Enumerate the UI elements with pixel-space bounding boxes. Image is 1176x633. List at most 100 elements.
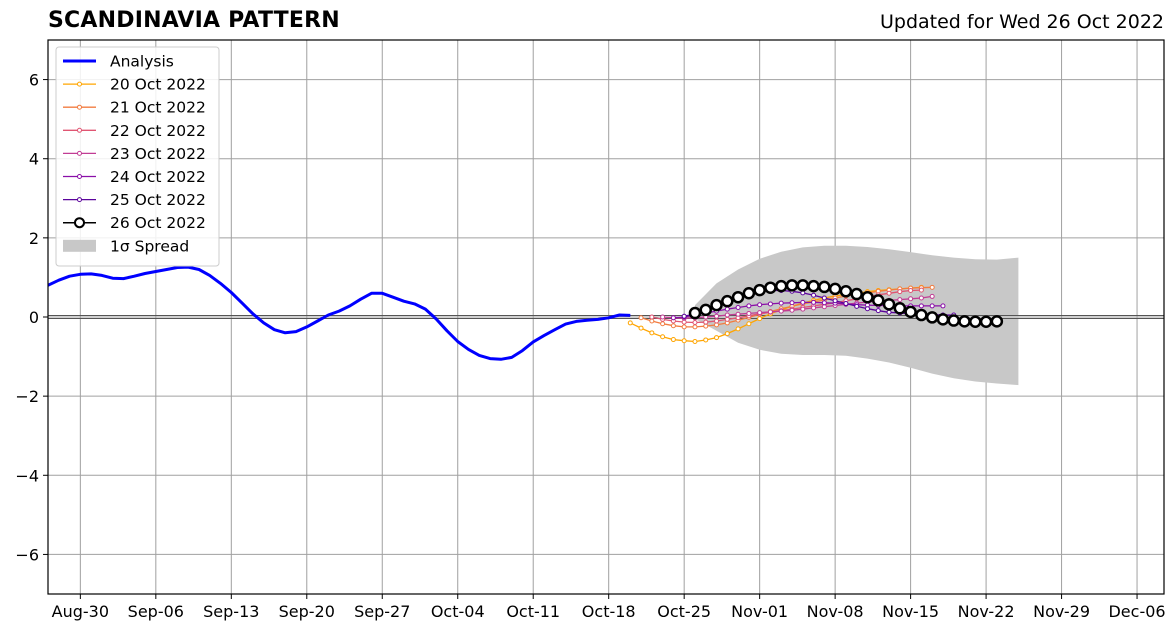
x-tick-label: Oct-25 [657,602,711,621]
y-tick-label: 0 [29,308,39,327]
data-point [703,323,709,329]
data-point [789,300,795,306]
data-point [714,318,720,324]
legend-label: 21 Oct 2022 [110,99,206,117]
y-tick-label: −2 [15,387,39,406]
data-point [785,279,799,292]
data-point [774,279,788,293]
data-point [807,279,820,293]
legend-label: 26 Oct 2022 [110,214,206,232]
data-point [753,283,766,297]
legend-marker [74,217,85,229]
data-point [897,289,903,295]
data-point [692,339,698,345]
data-point [958,315,971,328]
legend-entry: 23 Oct 2022 [63,145,206,163]
legend-label: Analysis [110,53,174,71]
data-point [796,279,810,292]
data-point [767,301,773,307]
x-tick-label: Sep-06 [128,602,184,621]
x-tick-label: Nov-22 [958,602,1015,621]
data-point [979,315,993,328]
data-point [811,292,817,298]
chart-title: SCANDINAVIA PATTERN [48,8,340,33]
series-line [640,286,933,328]
data-point [886,309,892,315]
data-point [670,315,676,321]
legend-swatch [63,239,96,252]
data-point [681,338,687,344]
data-point [821,295,827,301]
data-point [789,307,795,313]
data-point [735,305,741,311]
data-point [864,306,870,312]
data-point [904,305,917,319]
data-point [692,320,698,326]
legend-entry: 24 Oct 2022 [63,168,206,186]
legend-entry: 20 Oct 2022 [63,76,206,94]
data-point [735,326,741,332]
x-tick-label: Oct-04 [431,602,485,621]
y-tick-label: 4 [29,150,39,169]
data-point [778,300,784,306]
legend-marker [77,197,82,203]
data-point [742,287,756,300]
legend-marker [77,81,82,87]
legend-label: 25 Oct 2022 [110,191,206,209]
data-point [692,324,698,330]
plot-area [48,245,1164,386]
data-point [714,322,720,328]
x-tick-label: Dec-06 [1108,602,1165,621]
data-point [861,290,874,304]
legend-entry: Analysis [63,53,174,71]
data-point [969,315,982,328]
data-point [699,303,712,317]
data-point [843,301,849,307]
data-point [681,319,687,325]
data-point [746,310,752,316]
data-point [908,296,914,302]
data-point [929,293,935,299]
data-point [828,282,842,296]
data-point [660,314,666,320]
data-point [735,311,741,317]
data-point [724,331,730,337]
data-point [893,302,907,315]
x-tick-label: Nov-08 [807,602,864,621]
data-point [918,287,924,293]
data-point [681,313,687,319]
data-point [818,280,831,294]
legend-box [55,46,220,267]
data-point [925,311,939,324]
x-tick-label: Sep-13 [203,602,259,621]
data-point [850,287,863,301]
data-point [767,309,773,315]
gridlines [48,40,1164,594]
legend-label: 20 Oct 2022 [110,76,206,94]
y-tick-label: −6 [15,545,39,564]
data-point [821,304,827,310]
x-tick-label: Oct-11 [506,602,560,621]
legend-label: 23 Oct 2022 [110,145,206,163]
data-point [703,319,709,325]
x-tick-label: Nov-15 [882,602,939,621]
y-tick-label: −4 [15,466,39,485]
analysis-line [48,265,631,361]
data-point [915,308,928,322]
data-point [897,297,903,303]
data-point [714,335,720,341]
data-point [854,303,860,309]
y-tick-label: 2 [29,229,39,248]
data-point [886,290,892,296]
x-tick-label: Nov-29 [1033,602,1090,621]
data-point [936,313,950,326]
data-point [660,321,666,327]
data-point [703,337,709,343]
data-point [627,320,633,326]
data-point [757,302,763,308]
data-point [660,334,666,340]
data-point [839,285,853,298]
data-point [724,306,730,312]
data-point [670,323,676,329]
data-point [764,281,777,294]
